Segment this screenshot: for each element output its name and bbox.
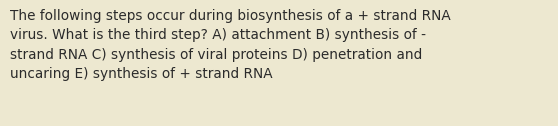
Text: The following steps occur during biosynthesis of a + strand RNA
virus. What is t: The following steps occur during biosynt… bbox=[10, 9, 451, 81]
